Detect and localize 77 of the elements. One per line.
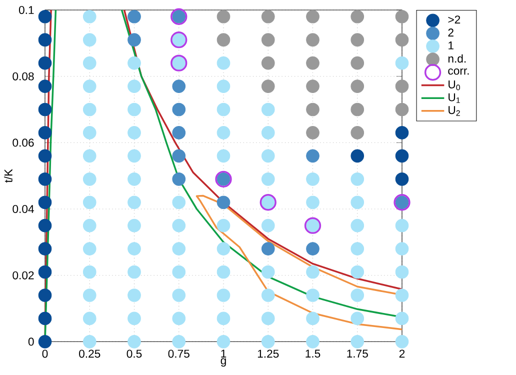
point bbox=[395, 80, 409, 93]
point bbox=[38, 242, 52, 256]
legend-label: 1 bbox=[448, 41, 454, 50]
point bbox=[38, 56, 52, 70]
point bbox=[261, 80, 275, 93]
point bbox=[350, 126, 364, 140]
point bbox=[395, 10, 409, 24]
point bbox=[216, 33, 230, 47]
point bbox=[38, 218, 52, 232]
legend-label: U$_{2}$ bbox=[448, 106, 460, 116]
point bbox=[128, 33, 141, 47]
point bbox=[395, 33, 409, 47]
point bbox=[172, 80, 186, 93]
point bbox=[216, 10, 230, 24]
legend-label: corr. bbox=[448, 68, 469, 75]
y-tick-label: 0.04 bbox=[12, 204, 34, 214]
y-tick-label: 0.1 bbox=[18, 6, 34, 14]
y-tick-label: 0 bbox=[28, 338, 34, 346]
legend-label: >2 bbox=[448, 16, 460, 24]
point bbox=[172, 126, 186, 140]
point bbox=[350, 10, 364, 24]
point bbox=[38, 126, 52, 140]
point bbox=[172, 102, 186, 116]
point bbox=[172, 149, 186, 163]
point bbox=[350, 56, 364, 70]
point bbox=[306, 149, 320, 163]
point bbox=[395, 126, 409, 140]
point bbox=[306, 80, 320, 93]
point bbox=[38, 80, 52, 93]
x-tick-label: 0.75 bbox=[168, 350, 190, 358]
point bbox=[38, 334, 52, 348]
x-tick-label: 1 bbox=[221, 350, 226, 358]
point bbox=[350, 149, 364, 163]
point bbox=[306, 126, 320, 140]
point bbox=[216, 196, 230, 210]
x-axis-title: g bbox=[220, 358, 226, 367]
x-tick-label: 0.25 bbox=[79, 350, 100, 358]
x-tick-label: 0.5 bbox=[126, 350, 142, 358]
point bbox=[306, 242, 320, 256]
legend-label: 2 bbox=[448, 28, 454, 36]
point bbox=[261, 10, 275, 24]
point bbox=[172, 172, 186, 186]
point bbox=[261, 56, 275, 70]
y-axis-title: t/K bbox=[4, 169, 12, 183]
point bbox=[38, 102, 52, 116]
point bbox=[128, 10, 141, 24]
point bbox=[350, 102, 364, 116]
x-tick-label: 1.5 bbox=[306, 350, 320, 358]
y-tick-label: 0.02 bbox=[12, 271, 34, 280]
x-tick-label: 1.75 bbox=[347, 350, 368, 358]
point bbox=[38, 33, 52, 47]
point bbox=[395, 102, 409, 116]
point bbox=[306, 10, 320, 24]
point bbox=[38, 172, 52, 186]
point bbox=[395, 149, 409, 163]
x-tick-label: 2 bbox=[399, 350, 405, 358]
legend-label: n.d. bbox=[448, 54, 466, 63]
point bbox=[38, 10, 52, 24]
point bbox=[261, 33, 275, 47]
y-tick-label: 0.08 bbox=[12, 72, 34, 80]
point bbox=[306, 33, 320, 47]
point bbox=[350, 80, 364, 93]
x-tick-label: 0 bbox=[42, 350, 48, 358]
point bbox=[38, 265, 52, 279]
point bbox=[306, 102, 320, 116]
x-tick-label: 1.25 bbox=[258, 350, 279, 358]
point bbox=[38, 312, 52, 326]
point bbox=[306, 56, 320, 70]
point bbox=[38, 288, 52, 302]
point bbox=[350, 33, 364, 47]
y-tick-label: 0.06 bbox=[12, 138, 34, 147]
point bbox=[261, 242, 275, 256]
legend-label: U$_{0}$ bbox=[448, 80, 460, 90]
legend-label: U$_{1}$ bbox=[448, 93, 460, 103]
point bbox=[38, 196, 52, 210]
point bbox=[38, 149, 52, 163]
point bbox=[395, 172, 409, 186]
